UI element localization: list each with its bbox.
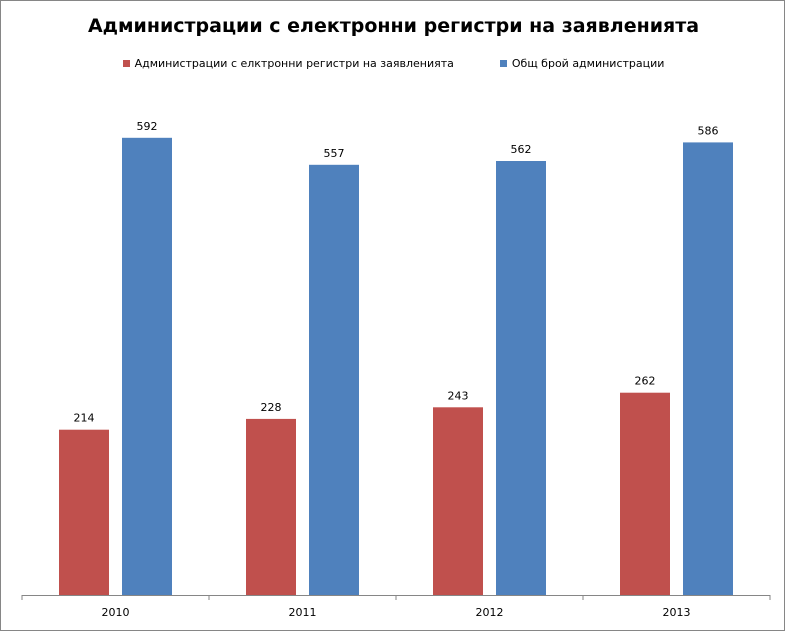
x-tick-label-2010: 2010 <box>102 606 130 619</box>
bar-series-2-2013 <box>683 142 733 595</box>
data-label-series-1-2013: 262 <box>635 375 656 388</box>
legend-swatch-series-2 <box>499 60 507 67</box>
x-tick-label-2012: 2012 <box>476 606 504 619</box>
bar-series-1-2010 <box>59 429 109 595</box>
bar-series-1-2013 <box>620 392 670 595</box>
bar-series-2-2012 <box>496 161 546 595</box>
bar-series-2-2011 <box>309 164 359 596</box>
data-label-series-2-2010: 592 <box>137 120 158 133</box>
legend-swatch-series-1 <box>122 60 130 67</box>
legend-entry-series-2: Общ брой администрации <box>499 57 665 70</box>
x-tick-label-2011: 2011 <box>289 606 317 619</box>
legend-label-series-2: Общ брой администрации <box>511 57 665 70</box>
legend: Администрации с елктронни регистри на за… <box>1 57 785 70</box>
data-label-series-2-2012: 562 <box>511 143 532 156</box>
bar-series-1-2012 <box>433 407 483 595</box>
data-label-series-1-2010: 214 <box>74 412 95 425</box>
chart-title: Администрации с електронни регистри на з… <box>87 15 700 37</box>
bar-series-1-2011 <box>246 418 296 595</box>
data-label-series-2-2013: 586 <box>698 124 719 137</box>
legend-entry-series-1: Администрации с елктронни регистри на за… <box>122 57 454 70</box>
data-label-series-1-2011: 228 <box>261 401 282 414</box>
data-label-series-1-2012: 243 <box>448 389 469 402</box>
data-label-series-2-2011: 557 <box>324 147 345 160</box>
x-tick-label-2013: 2013 <box>663 606 691 619</box>
bar-series-2-2010 <box>122 137 172 596</box>
legend-label-series-1: Администрации с елктронни регистри на за… <box>134 57 454 70</box>
